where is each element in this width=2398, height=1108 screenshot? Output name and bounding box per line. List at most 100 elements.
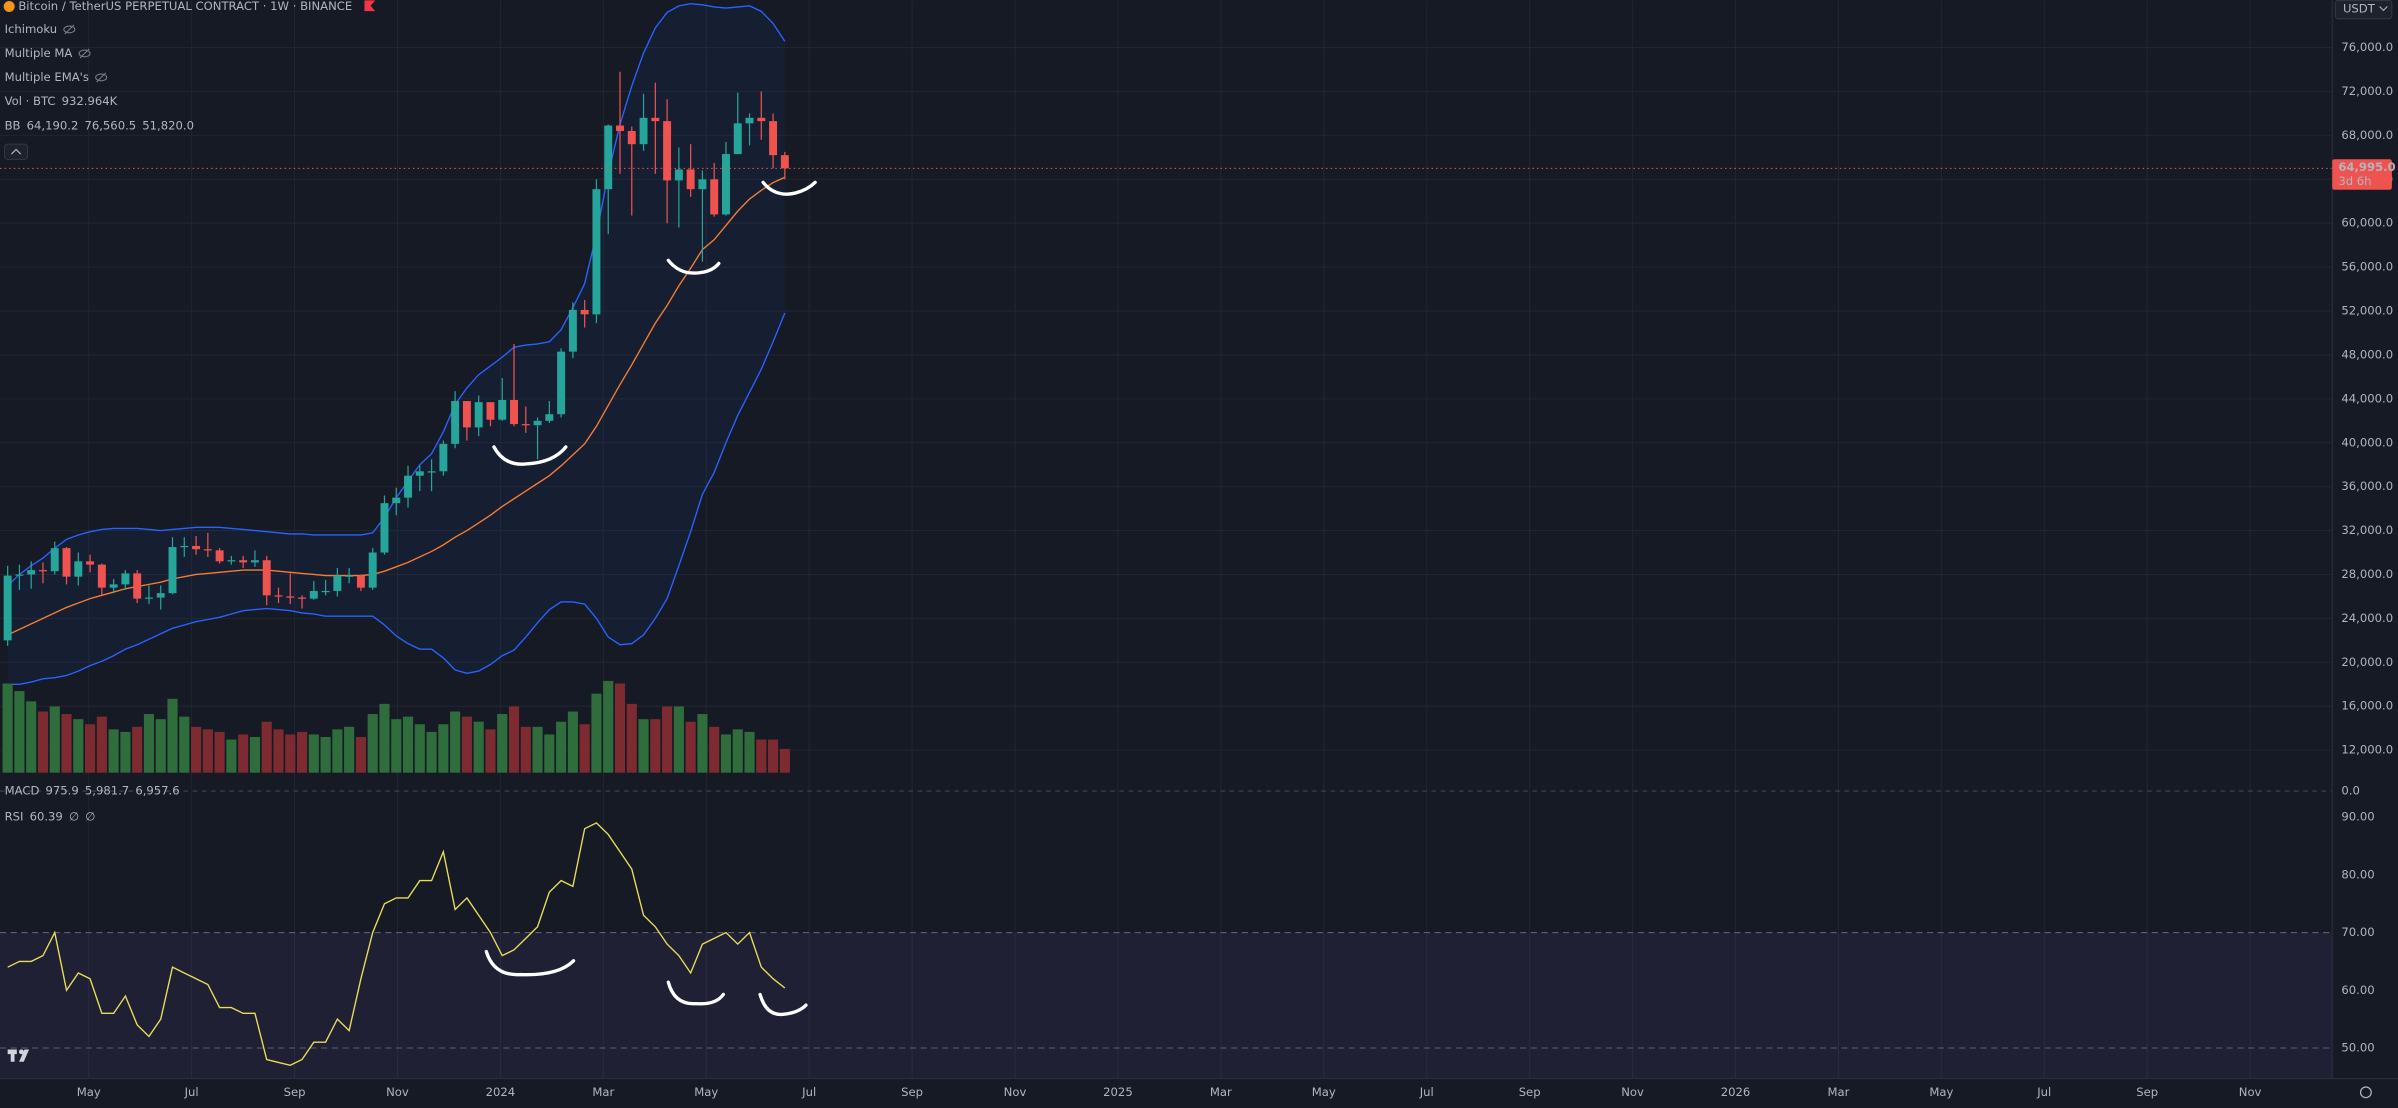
candle-body xyxy=(592,189,601,315)
hidden-eye-icon[interactable] xyxy=(78,49,91,58)
hidden-eye-slash xyxy=(79,48,90,59)
last-price-badge xyxy=(2332,159,2392,190)
candle-body xyxy=(192,545,201,550)
volume-bar xyxy=(685,721,696,773)
logo-part xyxy=(10,1049,15,1062)
volume-bar xyxy=(155,719,166,773)
candle-body xyxy=(415,471,424,476)
volume-bar xyxy=(167,698,178,773)
volume-bar xyxy=(273,729,284,773)
candle-body xyxy=(298,597,307,599)
volume-bar xyxy=(61,714,72,773)
candle-body xyxy=(250,560,259,563)
candle-body xyxy=(616,125,624,132)
candle-body xyxy=(368,552,377,588)
x-tick-label: Mar xyxy=(592,1085,614,1099)
y-tick-label: 44,000.0 xyxy=(2341,391,2393,405)
candle-body xyxy=(663,121,672,181)
indicator-name: Multiple MA xyxy=(5,46,73,60)
volume-bar xyxy=(2,683,13,773)
candle-body xyxy=(121,573,130,585)
candle-body xyxy=(168,547,177,594)
volume-bar xyxy=(379,703,390,773)
candle-body xyxy=(144,597,153,599)
hidden-eye-icon[interactable] xyxy=(95,73,108,82)
currency-button[interactable] xyxy=(2334,0,2393,20)
volume-bar xyxy=(603,680,614,773)
y-tick-label: 20,000.0 xyxy=(2341,655,2393,669)
hidden-eye-slash xyxy=(96,72,107,83)
volume-bar xyxy=(497,714,508,773)
bb-legend-value: 64,190.2 xyxy=(27,118,79,132)
candle-body xyxy=(651,117,660,122)
x-tick-label: Sep xyxy=(284,1085,306,1099)
volume-bar xyxy=(37,711,49,773)
volume-bar xyxy=(85,724,96,773)
candle-body xyxy=(698,179,707,190)
y-tick-label: 12,000.0 xyxy=(2341,743,2393,757)
candle-body xyxy=(262,560,271,596)
annotation-curve xyxy=(761,180,817,196)
x-tick-label: Jul xyxy=(801,1085,816,1099)
candle-body xyxy=(97,564,106,588)
rsi-legend-name: RSI xyxy=(5,810,24,824)
x-tick-label: Sep xyxy=(901,1085,923,1099)
x-tick-label: Mar xyxy=(1210,1085,1232,1099)
symbol-logo[interactable] xyxy=(3,0,15,13)
volume-bar xyxy=(768,739,779,773)
x-tick-label: 2026 xyxy=(1721,1085,1751,1099)
volume-bar xyxy=(556,721,567,773)
candle-body xyxy=(780,155,789,169)
x-tick-label: May xyxy=(1929,1085,1953,1099)
candle-body xyxy=(321,590,330,593)
volume-bar xyxy=(744,731,755,773)
volume-bar xyxy=(285,734,296,773)
y-tick-label: 60,000.0 xyxy=(2341,216,2393,230)
currency-caret xyxy=(2379,6,2388,12)
collapse-legend-button[interactable] xyxy=(4,143,28,160)
x-tick-label: Mar xyxy=(1827,1085,1849,1099)
candle-body xyxy=(15,574,24,576)
volume-bar xyxy=(96,716,107,773)
y-tick-label: 24,000.0 xyxy=(2341,611,2393,625)
currency-label: USDT xyxy=(2343,1,2376,15)
collapse-icon xyxy=(11,148,22,155)
settings-button[interactable] xyxy=(2359,1086,2372,1099)
candle-body xyxy=(74,561,83,577)
volume-bar xyxy=(143,714,155,773)
volume-bar xyxy=(308,734,319,773)
hidden-eye-icon[interactable] xyxy=(63,25,76,34)
x-tick-label: May xyxy=(694,1085,718,1099)
tradingview-logo[interactable] xyxy=(7,1049,30,1062)
candle-body xyxy=(510,399,518,425)
candle-body xyxy=(686,169,695,190)
volume-bar xyxy=(544,734,555,773)
alert-flag[interactable] xyxy=(364,0,376,12)
volume-bar xyxy=(638,719,649,773)
x-tick-label: Nov xyxy=(1004,1085,1027,1099)
volume-bar xyxy=(591,693,602,773)
rsi-legend-readout: ∅ xyxy=(85,810,95,824)
logo-part xyxy=(19,1049,30,1062)
candle-body xyxy=(180,545,189,548)
volume-bar xyxy=(650,719,661,773)
volume-bar xyxy=(414,724,425,773)
y-tick-label: 36,000.0 xyxy=(2341,479,2393,493)
candle-body xyxy=(733,123,742,155)
volume-bar xyxy=(14,691,25,773)
candle-body xyxy=(710,179,719,215)
rsi-tick-label: 90.00 xyxy=(2341,810,2374,824)
volume-bar xyxy=(202,729,213,773)
volume-bar xyxy=(732,729,743,773)
candle-body xyxy=(109,584,118,588)
candle-body xyxy=(486,402,495,420)
candle-body xyxy=(745,117,754,124)
volume-bar xyxy=(108,729,119,773)
volume-bar xyxy=(614,683,626,773)
candle-body xyxy=(769,121,778,156)
last-price-label: 64,995.0 xyxy=(2338,160,2395,174)
x-tick-label: Jul xyxy=(184,1085,199,1099)
candle-body xyxy=(757,117,766,122)
